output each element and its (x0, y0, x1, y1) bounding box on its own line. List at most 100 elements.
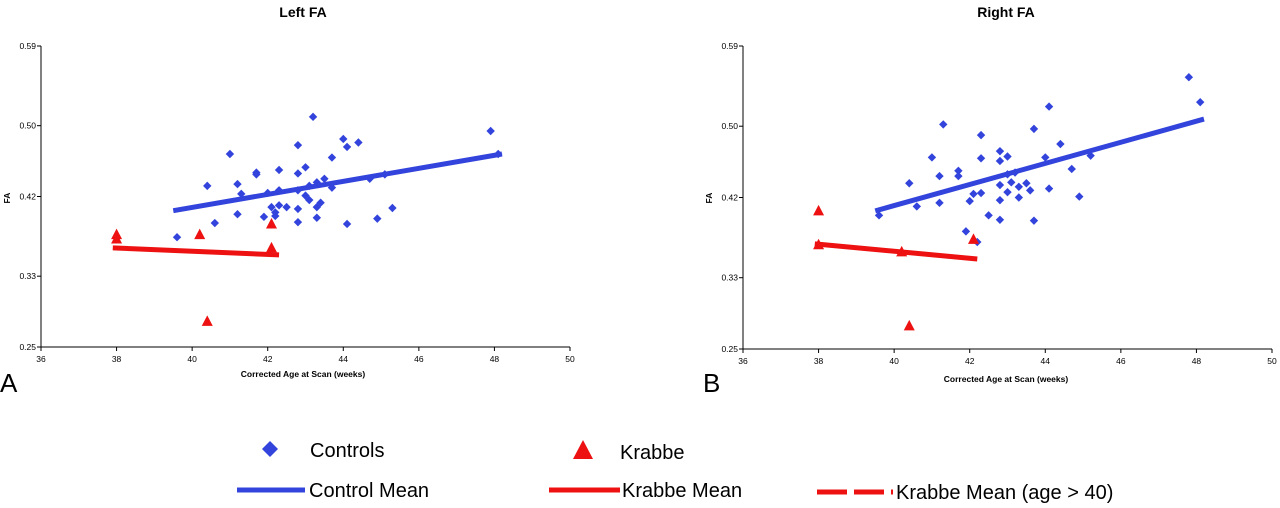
panel-b-krabbe-point (813, 204, 825, 216)
panel-b-control-point (1003, 152, 1012, 161)
panel-a-control-point (274, 186, 284, 195)
panel-b-control-point (976, 130, 986, 140)
panel-b-control-point (1014, 182, 1024, 192)
panel-b-control-point (1056, 139, 1065, 149)
legend-item-controls: Controls (262, 440, 384, 462)
panel-b-control-point (1044, 184, 1054, 193)
panel-b-control-point (935, 198, 944, 208)
panel-a-x-tick-label: 42 (263, 354, 273, 364)
panel-b-control-point (954, 166, 963, 175)
panel-a-control-point (342, 219, 352, 229)
panel-a-control-point (293, 186, 303, 195)
panel-b-control-mean-line (874, 116, 1205, 214)
panel-b-krabbe-mean-line (814, 241, 978, 262)
panel-b-control-point (1014, 193, 1024, 202)
panel-b-plot: 36 38 40 42 44 46 48 50 0.25 0.33 0.42 0.50 0.59 (721, 41, 1277, 366)
panel-a-control-point (293, 217, 303, 227)
panel-b-krabbe-point (896, 245, 908, 257)
panel-a-control-point (486, 126, 495, 136)
panel-b-x-tick-label: 48 (1192, 356, 1202, 366)
panel-b-control-point (1067, 164, 1076, 174)
panel-a-control-point (210, 218, 220, 228)
panel-b-control-point (976, 154, 986, 163)
panel-b-x-tick-label: 40 (889, 356, 899, 366)
panel-a-control-point (225, 149, 235, 159)
panel-b-control-point (1075, 192, 1084, 201)
panel-b-control-point (976, 188, 986, 198)
panel-b-control-point (1007, 178, 1016, 187)
panel-b-control-point (969, 189, 978, 199)
panel-a-control-point (308, 112, 318, 122)
panel-a-x-tick-label: 38 (112, 354, 122, 364)
panel-a-krabbe-point (265, 241, 277, 253)
panel-a-x-tick-label: 36 (36, 354, 46, 364)
panel-a-x-tick-label: 50 (565, 354, 575, 364)
triangle-marker-icon (573, 440, 593, 459)
panel-a-control-point (342, 142, 352, 152)
panel-b-control-point (1029, 124, 1039, 134)
panel-a-x-tick-label: 48 (490, 354, 500, 364)
panel-b-control-point (912, 202, 922, 211)
panel-b-y-tick-label: 0.25 (721, 344, 738, 354)
panel-a-control-point (252, 170, 261, 179)
legend-item-krabbe: Krabbe (573, 440, 685, 464)
panel-a-control-point (233, 179, 242, 189)
legend-label-krabbe-mean-age-gt-40: Krabbe Mean (age > 40) (896, 482, 1113, 504)
panel-a-control-point (327, 183, 337, 192)
panel-a-control-point (365, 174, 374, 183)
panel-b-control-point (961, 227, 971, 236)
panel-a-x-tick-label: 40 (187, 354, 197, 364)
panel-b-control-point (905, 179, 914, 188)
panel-a-control-point (259, 212, 269, 222)
panel-b-title: Right FA (977, 4, 1035, 20)
panel-a-control-point (305, 195, 314, 205)
panel-b-control-point (954, 171, 963, 181)
panel-b-control-point (1025, 186, 1035, 195)
panel-a-control-point (271, 208, 280, 217)
legend: Controls Krabbe Control Mean Krabbe Mean… (237, 440, 1113, 504)
panel-b-control-point (984, 211, 993, 220)
legend-label-controls: Controls (310, 440, 384, 462)
panel-b-control-point (1029, 216, 1039, 225)
panel-a-control-point (293, 169, 303, 178)
panel-a-krabbe-point (194, 228, 206, 240)
panel-a-control-point (316, 198, 325, 207)
panel-a-control-point (267, 202, 276, 212)
legend-item-control-mean: Control Mean (237, 480, 429, 502)
panel-a-ylabel: FA (2, 193, 12, 204)
panel-a-control-point (274, 201, 284, 210)
panel-a-krabbe-point (111, 232, 123, 244)
panel-b-control-point (995, 180, 1005, 190)
panel-a-control-point (354, 138, 363, 147)
panel-b-y-tick-label: 0.42 (721, 193, 738, 203)
panel-a-control-point (380, 170, 390, 179)
panel-b-control-point (935, 171, 944, 181)
panel-b-control-point (995, 156, 1005, 166)
panel-b-krabbe-point (903, 319, 915, 331)
panel-b-control-point (995, 195, 1005, 205)
panel-a-control-point (172, 233, 182, 242)
panel-b-ylabel: FA (704, 193, 714, 204)
panel-a-x-tick-label: 46 (414, 354, 424, 364)
panel-a-xlabel: Corrected Age at Scan (weeks) (241, 369, 366, 379)
panel-a-control-point (312, 178, 322, 187)
panel-b-control-point (927, 153, 937, 162)
panel-b-control-point (1022, 179, 1031, 188)
panel-b-y-tick-label: 0.59 (721, 41, 738, 51)
panel-b-krabbe-point (967, 233, 979, 244)
panel-a-y-tick-label: 0.25 (19, 342, 36, 352)
panel-a-krabbe-point (201, 315, 213, 326)
legend-item-krabbe-mean: Krabbe Mean (549, 480, 742, 502)
panel-a-control-point (327, 153, 337, 162)
panel-a-control-mean-line (172, 151, 503, 214)
legend-label-krabbe: Krabbe (620, 442, 685, 464)
panel-b-x-tick-label: 46 (1116, 356, 1126, 366)
panel-a-control-point (293, 204, 303, 214)
panel-b-control-point (1003, 187, 1012, 197)
panel-b-y-tick-label: 0.33 (721, 273, 738, 283)
panel-a-control-point (494, 149, 503, 159)
panel-b-control-point (1044, 102, 1054, 111)
panel-a-control-point (305, 181, 314, 191)
panel-b-control-point (1196, 97, 1205, 107)
